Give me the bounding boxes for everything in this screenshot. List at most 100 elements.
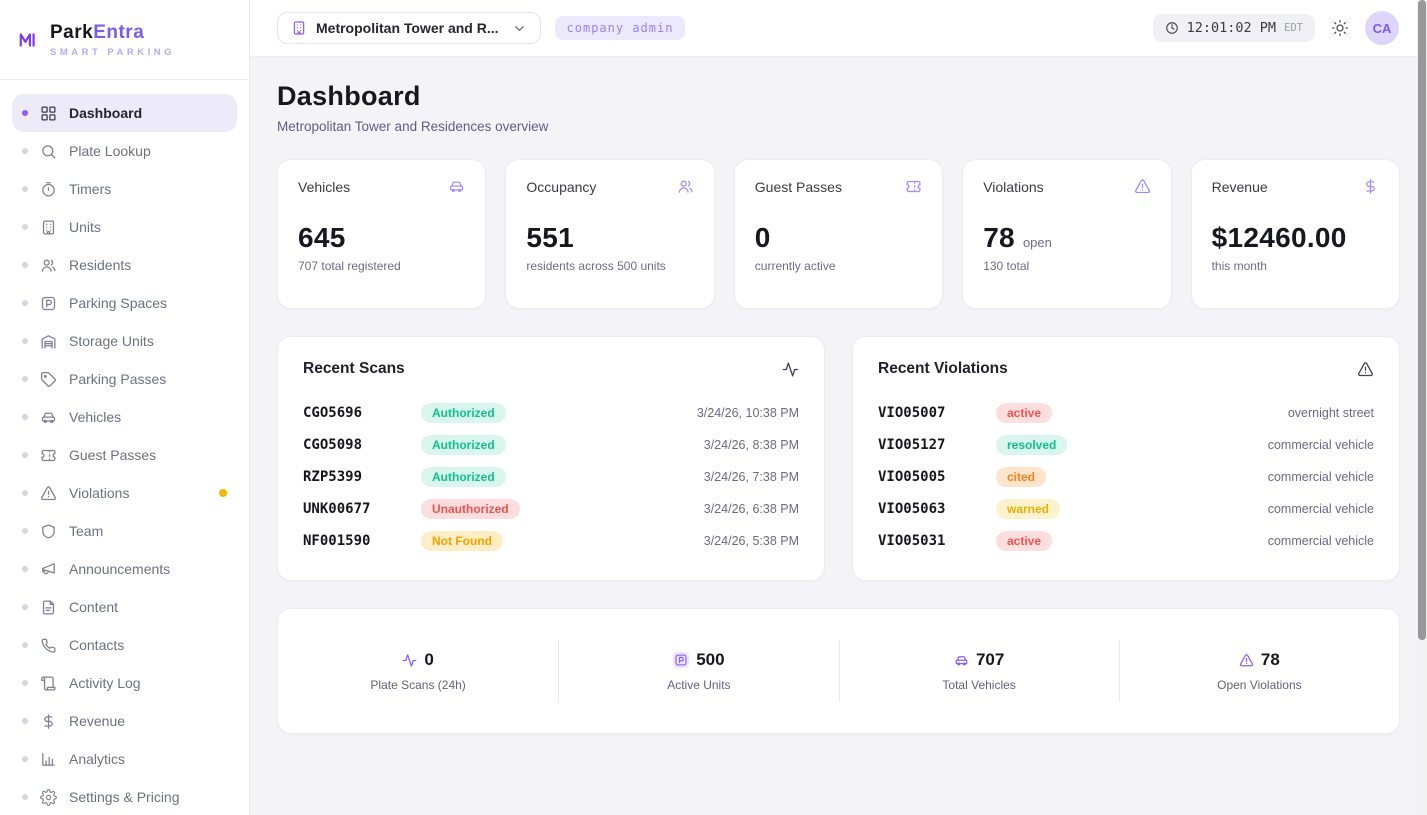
violation-id: VIO05031 (878, 533, 946, 549)
plate-number: NF001590 (303, 533, 371, 549)
sidebar-item-label: Parking Spaces (69, 295, 168, 311)
dollar-icon (40, 713, 57, 730)
parking-icon (673, 652, 690, 668)
stat-card-occupancy: Occupancy 551 residents across 500 units (505, 159, 715, 309)
scan-row: NF001590 Not Found 3/24/26, 5:38 PM (303, 525, 799, 557)
document-icon (40, 599, 57, 616)
violation-type: commercial vehicle (1267, 534, 1374, 548)
plate-number: UNK00677 (303, 501, 371, 517)
ticket-icon (905, 178, 922, 195)
avatar[interactable]: CA (1365, 11, 1399, 45)
violation-id: VIO05005 (878, 469, 946, 485)
stat-card-value: 78 (983, 222, 1015, 253)
sidebar-item-activity-log[interactable]: Activity Log (12, 664, 237, 702)
stat-card-label: Occupancy (526, 178, 597, 195)
car-icon (954, 653, 969, 668)
sidebar-item-announcements[interactable]: Announcements (12, 550, 237, 588)
summary-total-vehicles: 707 Total Vehicles (838, 640, 1119, 702)
summary-open-violations: 78 Open Violations (1118, 640, 1399, 702)
sidebar-item-parking-spaces[interactable]: Parking Spaces (12, 284, 237, 322)
sidebar-item-dashboard[interactable]: Dashboard (12, 94, 237, 132)
sidebar-item-guest-passes[interactable]: Guest Passes (12, 436, 237, 474)
brand-logo: ParkEntra SMART PARKING (0, 0, 249, 80)
chart-icon (40, 751, 57, 768)
scan-row: CGO5696 Authorized 3/24/26, 10:38 PM (303, 397, 799, 429)
summary-value: 500 (696, 650, 725, 669)
scan-time: 3/24/26, 6:38 PM (703, 502, 799, 516)
scrollbar-thumb[interactable] (1418, 0, 1426, 640)
warning-icon (1239, 653, 1254, 668)
clock-icon (1165, 21, 1179, 35)
logo-mark-icon (18, 29, 40, 51)
sidebar-item-label: Contacts (69, 637, 125, 653)
sidebar-item-team[interactable]: Team (12, 512, 237, 550)
sidebar-item-label: Announcements (69, 561, 171, 577)
stat-card-violations: Violations 78 open 130 total (962, 159, 1172, 309)
recent-violations-title: Recent Violations (878, 360, 1008, 377)
summary-value: 78 (1260, 650, 1280, 669)
warning-icon (40, 485, 57, 502)
sidebar-item-content[interactable]: Content (12, 588, 237, 626)
sidebar-item-label: Violations (69, 485, 130, 501)
stat-cards-row: Vehicles 645 707 total registered Occupa… (277, 159, 1400, 309)
summary-label: Total Vehicles (942, 678, 1016, 692)
sidebar-item-timers[interactable]: Timers (12, 170, 237, 208)
sidebar-item-label: Parking Passes (69, 371, 167, 387)
stat-card-subtitle: this month (1211, 259, 1267, 273)
sidebar-item-vehicles[interactable]: Vehicles (12, 398, 237, 436)
sidebar-item-units[interactable]: Units (12, 208, 237, 246)
sidebar-item-label: Analytics (69, 751, 126, 767)
dashboard-content: Dashboard Metropolitan Tower and Residen… (250, 57, 1427, 815)
stat-card-label: Revenue (1211, 178, 1268, 195)
sidebar-item-analytics[interactable]: Analytics (12, 740, 237, 778)
status-badge: active (996, 531, 1053, 551)
summary-label: Open Violations (1217, 678, 1302, 692)
sidebar-item-settings-pricing[interactable]: Settings & Pricing (12, 778, 237, 815)
page-subtitle: Metropolitan Tower and Residences overvi… (277, 119, 549, 134)
status-badge: cited (996, 467, 1047, 487)
sidebar-item-label: Residents (69, 257, 132, 273)
violation-type: commercial vehicle (1267, 438, 1374, 452)
stat-card-revenue: Revenue $12460.00 this month (1190, 159, 1400, 309)
topbar: Metropolitan Tower and R... company admi… (250, 0, 1427, 57)
stat-card-value: 0 (754, 222, 771, 253)
search-icon (40, 143, 57, 160)
stat-card-subtitle: residents across 500 units (526, 259, 666, 273)
status-badge: Authorized (421, 467, 506, 487)
sidebar-item-residents[interactable]: Residents (12, 246, 237, 284)
stat-card-subtitle: currently active (754, 259, 836, 273)
sidebar-item-contacts[interactable]: Contacts (12, 626, 237, 664)
clock-time: 12:01:02 PM (1186, 20, 1277, 36)
stat-card-subtitle: 130 total (983, 259, 1030, 273)
status-badge: Unauthorized (421, 499, 520, 519)
grid-icon (40, 105, 57, 122)
theme-toggle-button[interactable] (1331, 19, 1349, 37)
role-badge: company admin (554, 16, 686, 40)
recent-scans-title: Recent Scans (303, 360, 405, 377)
violation-id: VIO05007 (878, 405, 946, 421)
status-badge: warned (996, 499, 1061, 519)
shield-icon (40, 523, 57, 540)
sidebar-item-storage-units[interactable]: Storage Units (12, 322, 237, 360)
scan-time: 3/24/26, 7:38 PM (703, 470, 799, 484)
scan-time: 3/24/26, 5:38 PM (703, 534, 799, 548)
sidebar-item-violations[interactable]: Violations (12, 474, 237, 512)
scan-time: 3/24/26, 8:38 PM (703, 438, 799, 452)
phone-icon (40, 637, 57, 654)
sidebar-item-label: Plate Lookup (69, 143, 151, 159)
sidebar-item-label: Storage Units (69, 333, 154, 349)
sidebar-item-parking-passes[interactable]: Parking Passes (12, 360, 237, 398)
car-icon (40, 409, 57, 426)
sidebar-item-label: Settings & Pricing (69, 789, 180, 805)
sidebar-item-revenue[interactable]: Revenue (12, 702, 237, 740)
stat-card-label: Violations (983, 178, 1044, 195)
scan-row: CGO5098 Authorized 3/24/26, 8:38 PM (303, 429, 799, 461)
sidebar-item-plate-lookup[interactable]: Plate Lookup (12, 132, 237, 170)
pulse-icon (782, 361, 799, 378)
stat-card-value: 645 (298, 222, 346, 253)
storage-icon (40, 333, 57, 350)
people-icon (40, 257, 57, 274)
brand-tagline: SMART PARKING (50, 46, 176, 58)
property-selector-dropdown[interactable]: Metropolitan Tower and R... (277, 12, 541, 44)
violation-id: VIO05063 (878, 501, 946, 517)
